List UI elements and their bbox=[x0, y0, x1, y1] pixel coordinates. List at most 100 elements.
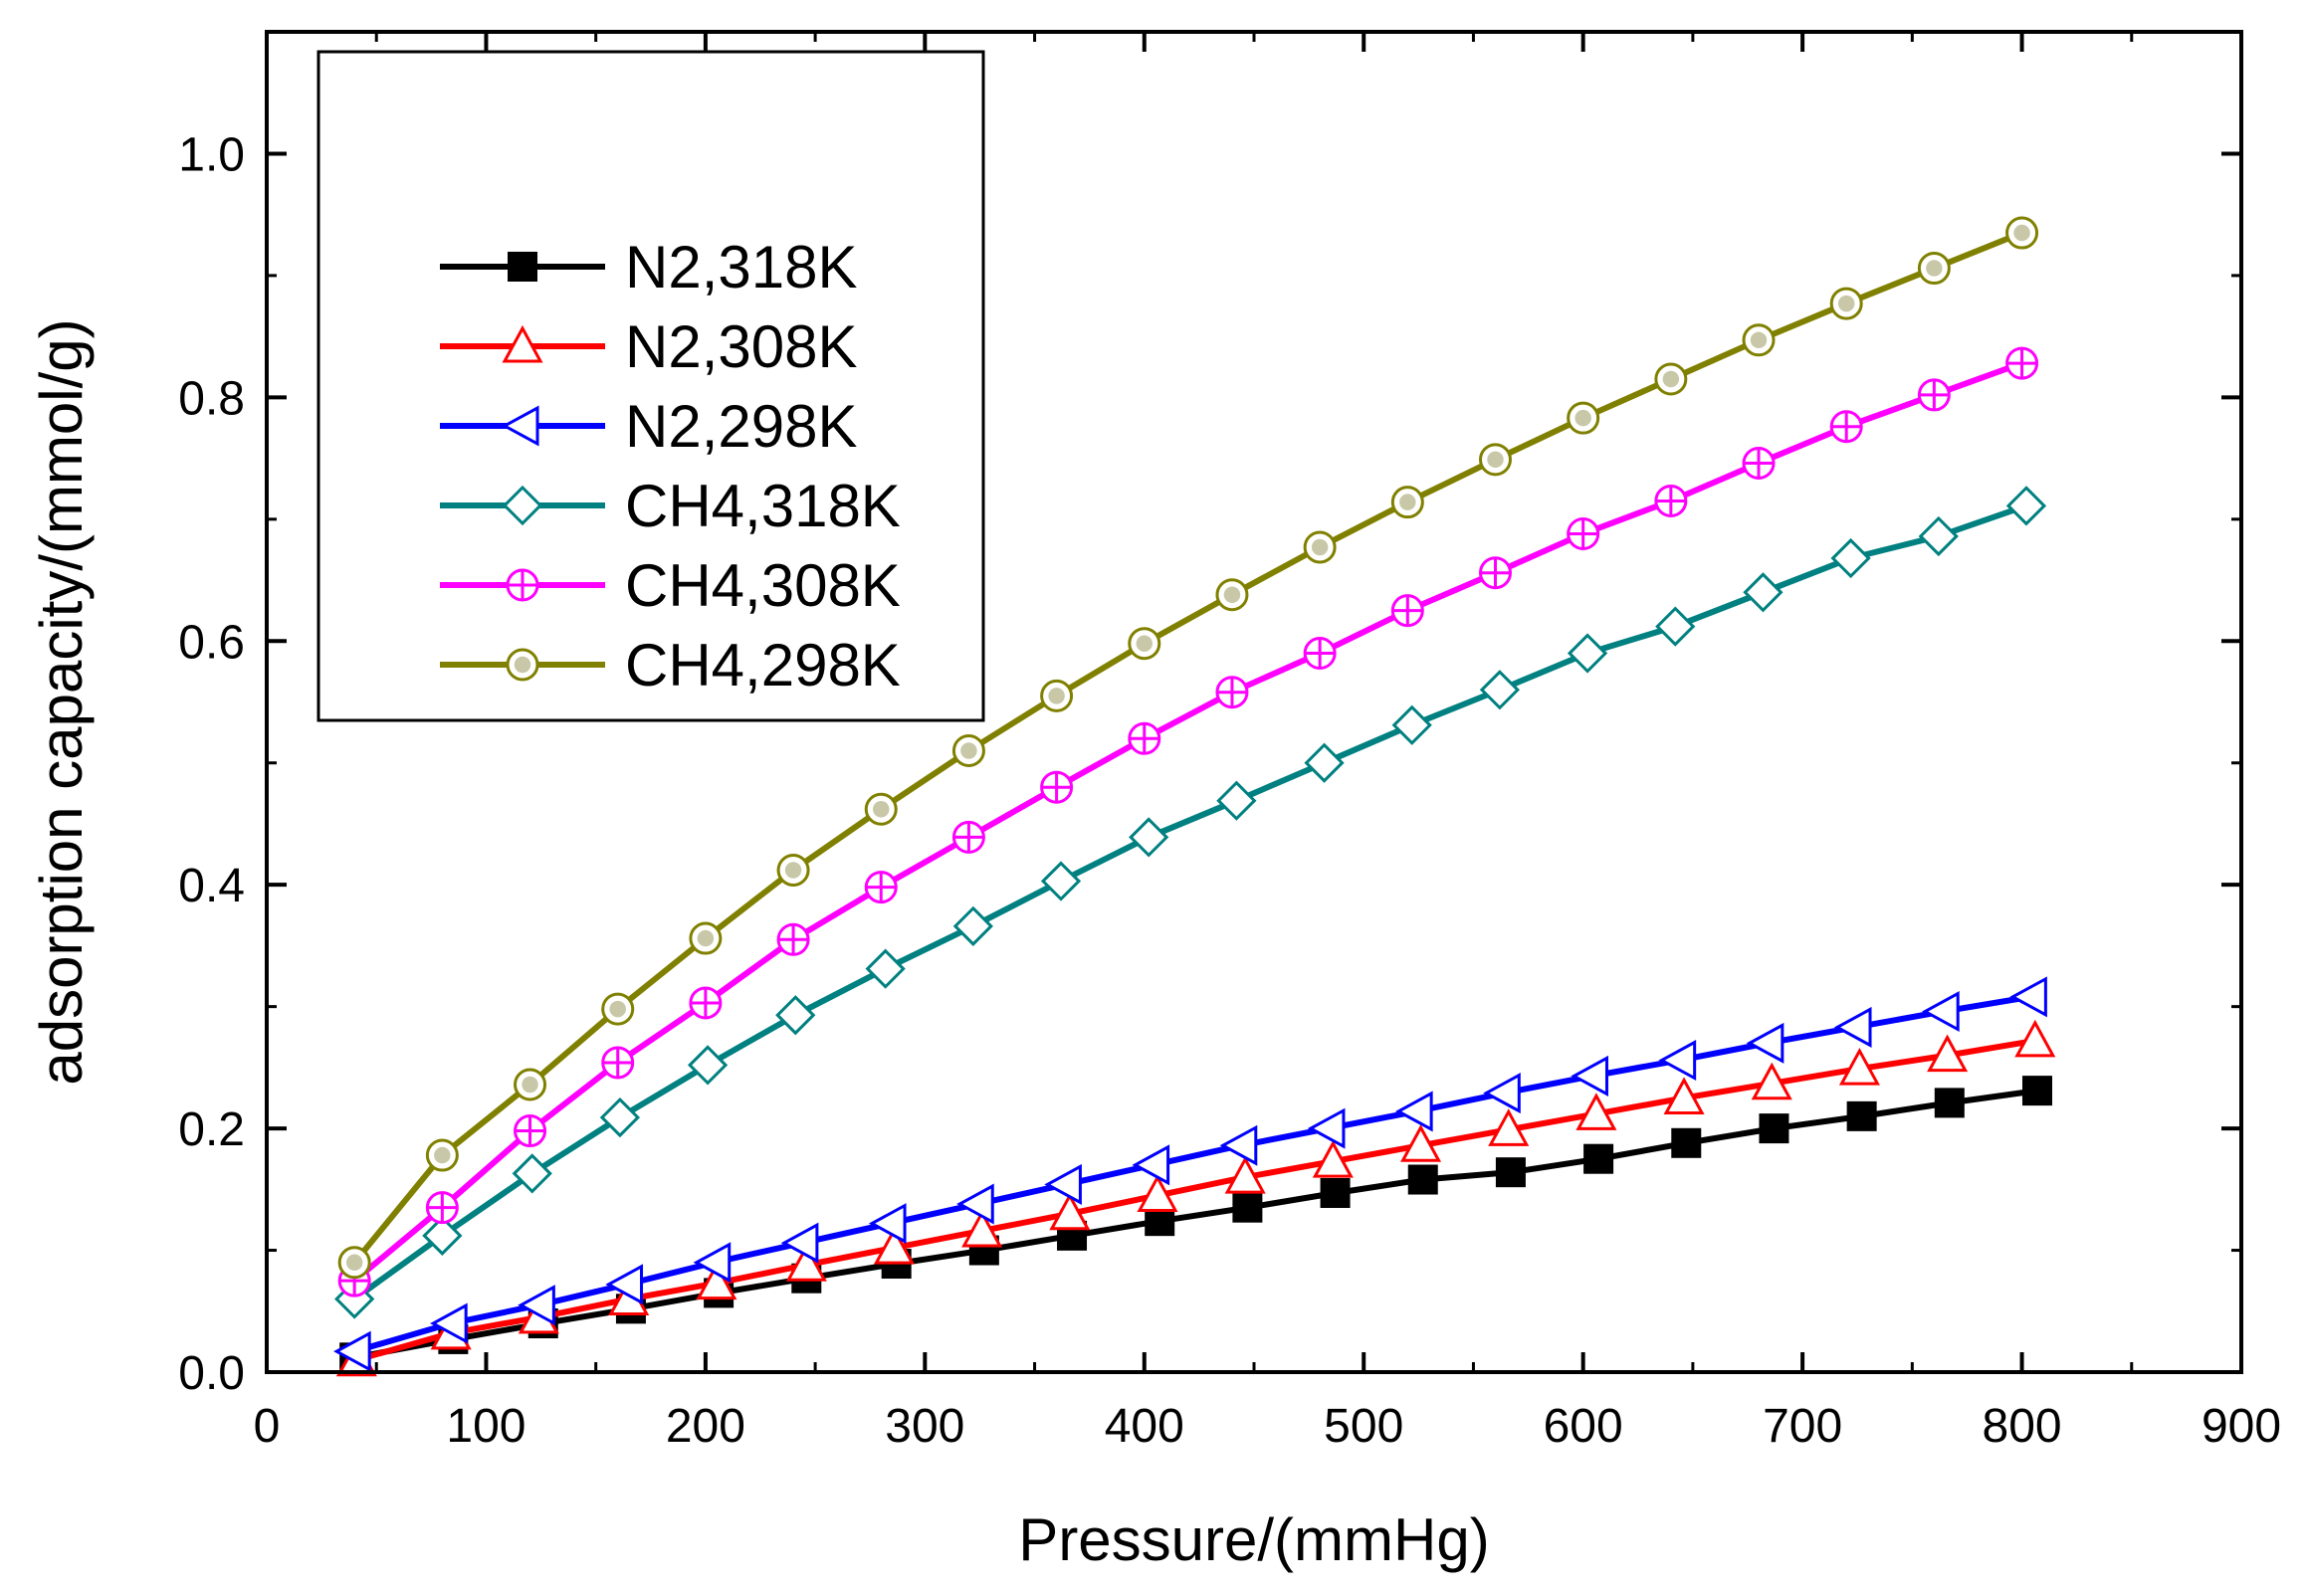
marker-shape bbox=[2009, 976, 2047, 1018]
marker-shape bbox=[1391, 704, 1432, 745]
x-tick-label: 400 bbox=[1105, 1400, 1184, 1453]
data-point bbox=[776, 922, 810, 956]
data-point bbox=[337, 1246, 371, 1280]
data-point bbox=[693, 1242, 732, 1284]
data-point bbox=[1663, 1077, 1705, 1114]
data-point bbox=[1307, 1107, 1346, 1149]
data-point bbox=[333, 1330, 371, 1372]
legend-marker bbox=[506, 568, 539, 602]
legend-marker bbox=[502, 324, 543, 363]
marker-shape bbox=[1671, 1127, 1702, 1158]
tick-labels: 0 100 200 300 400 500 600 700 800 900 0.0 0.2 0.4 0.6… bbox=[178, 128, 2281, 1453]
marker-shape bbox=[512, 1153, 552, 1194]
legend-item: N2,298K bbox=[440, 393, 858, 460]
marker-dot bbox=[434, 1146, 451, 1164]
marker-dot bbox=[1048, 688, 1065, 704]
x-axis-title: Pressure/(mmHg) bbox=[1018, 1506, 1489, 1573]
legend-label: N2,308K bbox=[625, 313, 858, 380]
data-point bbox=[1658, 1039, 1697, 1082]
data-point bbox=[775, 995, 816, 1036]
data-point bbox=[601, 1046, 635, 1080]
marker-shape bbox=[1658, 1039, 1697, 1082]
marker-shape bbox=[605, 1264, 644, 1305]
data-point bbox=[1488, 1108, 1530, 1146]
series-N2,308K bbox=[335, 1019, 2056, 1377]
data-point bbox=[1742, 323, 1776, 357]
data-point bbox=[2005, 346, 2039, 380]
data-point bbox=[1040, 861, 1082, 901]
x-tick-label: 200 bbox=[666, 1400, 745, 1453]
marker-shape bbox=[1044, 1163, 1082, 1205]
marker-shape bbox=[1934, 1088, 1965, 1118]
data-point bbox=[1829, 287, 1863, 320]
marker-dot bbox=[1223, 586, 1241, 603]
data-point bbox=[1917, 378, 1951, 412]
marker-dot bbox=[609, 1000, 626, 1018]
marker-shape bbox=[1751, 1062, 1792, 1100]
marker-dot bbox=[1926, 260, 1943, 277]
data-point bbox=[1128, 627, 1161, 661]
data-point bbox=[1571, 1055, 1608, 1097]
data-point bbox=[1838, 1047, 1880, 1086]
data-point bbox=[1927, 1034, 1969, 1073]
marker-shape bbox=[873, 1226, 915, 1265]
data-point bbox=[1049, 1192, 1091, 1231]
data-point bbox=[1746, 1022, 1784, 1064]
marker-shape bbox=[865, 948, 906, 989]
marker-shape bbox=[775, 995, 816, 1036]
marker-shape bbox=[952, 905, 993, 946]
legend-label: N2,298K bbox=[625, 393, 858, 460]
data-point bbox=[865, 948, 906, 989]
data-point bbox=[1407, 1164, 1438, 1195]
series-line bbox=[352, 502, 2027, 1301]
marker-shape bbox=[1838, 1047, 1880, 1086]
x-tick-label: 600 bbox=[1544, 1400, 1623, 1453]
legend-label: N2,318K bbox=[625, 234, 858, 300]
marker-dot bbox=[514, 656, 531, 674]
marker-shape bbox=[780, 1222, 819, 1264]
marker-shape bbox=[430, 1302, 468, 1344]
marker-shape bbox=[1219, 1124, 1258, 1166]
data-point bbox=[780, 1222, 819, 1264]
data-point bbox=[696, 1262, 737, 1300]
data-point bbox=[2005, 486, 2047, 526]
marker-shape bbox=[1132, 1144, 1170, 1186]
marker-shape bbox=[1922, 991, 1960, 1033]
data-point bbox=[1742, 446, 1776, 480]
data-point bbox=[1495, 1157, 1526, 1188]
data-point bbox=[1654, 484, 1688, 517]
marker-shape bbox=[1400, 1124, 1442, 1162]
data-point bbox=[1040, 679, 1074, 712]
marker-shape bbox=[1232, 1192, 1263, 1223]
marker-dot bbox=[1311, 538, 1329, 556]
marker-shape bbox=[1746, 1022, 1784, 1064]
x-tick-label: 700 bbox=[1763, 1400, 1842, 1453]
marker-shape bbox=[599, 1097, 641, 1138]
data-point bbox=[1303, 637, 1337, 671]
data-point bbox=[956, 1183, 994, 1225]
data-point bbox=[687, 1045, 729, 1086]
marker-dot bbox=[1136, 635, 1154, 652]
marker-dot bbox=[2013, 224, 2030, 242]
legend-item: CH4,308K bbox=[440, 552, 901, 619]
y-tick-label: 0.4 bbox=[178, 860, 245, 912]
legend-box bbox=[316, 50, 985, 722]
data-point bbox=[1215, 578, 1249, 612]
data-point bbox=[2009, 976, 2047, 1018]
marker-dot bbox=[784, 862, 802, 879]
legend-marker bbox=[501, 405, 539, 447]
data-point bbox=[1567, 401, 1600, 435]
data-point bbox=[1829, 410, 1863, 444]
data-point bbox=[1215, 676, 1249, 709]
data-point bbox=[1479, 670, 1521, 710]
data-point bbox=[1743, 572, 1784, 613]
data-point bbox=[1137, 1174, 1178, 1212]
data-point bbox=[1934, 1088, 1965, 1118]
data-point bbox=[1312, 1140, 1354, 1178]
data-point bbox=[1671, 1127, 1702, 1158]
marker-shape bbox=[2005, 486, 2047, 526]
legend: N2,318K N2,308K N2,298K CH4,318K CH4,308K CH4… bbox=[316, 50, 985, 722]
data-point bbox=[2005, 216, 2039, 250]
marker-shape bbox=[1320, 1177, 1351, 1208]
